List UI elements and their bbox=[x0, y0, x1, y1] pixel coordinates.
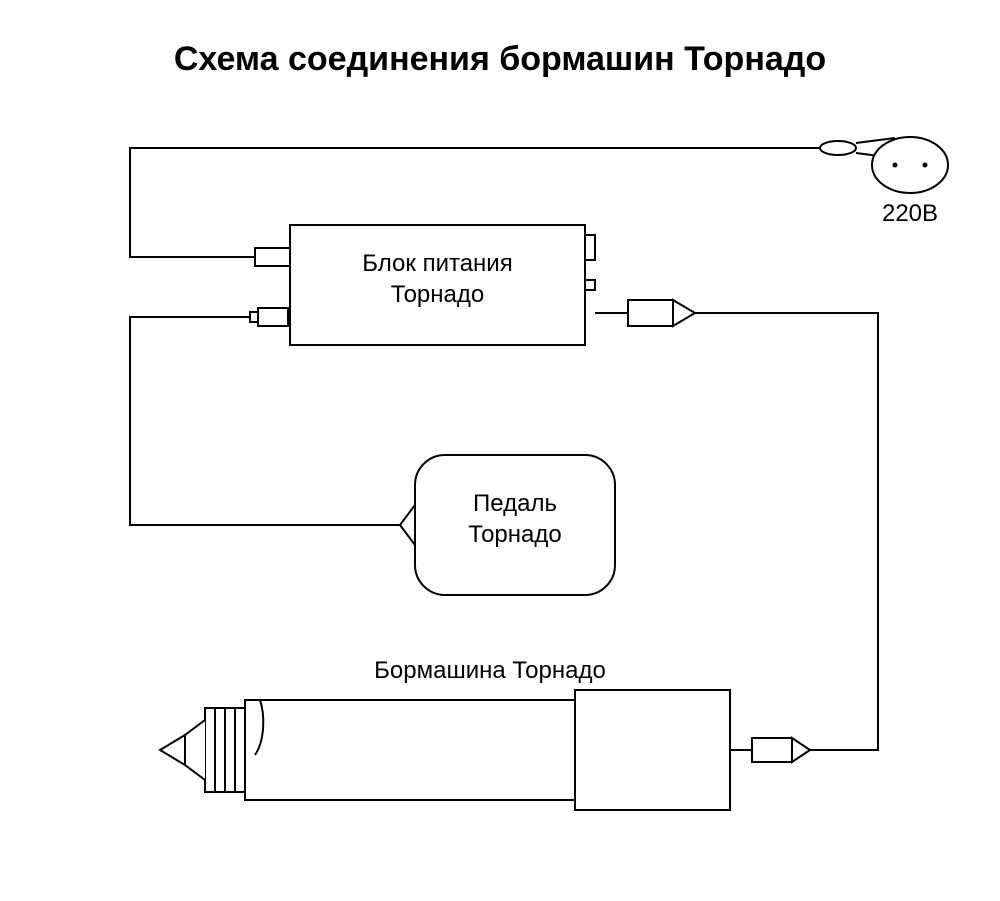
pedal-label: Педаль Торнадо bbox=[415, 488, 615, 550]
pedal-label-line2: Торнадо bbox=[468, 521, 561, 548]
power-supply-label: Блок питания Торнадо bbox=[290, 248, 585, 310]
pedal-label-line1: Педаль bbox=[473, 490, 557, 517]
drill-label: Бормашина Торнадо bbox=[300, 655, 680, 686]
drill-back bbox=[575, 690, 730, 810]
drill-body bbox=[245, 700, 575, 800]
power-supply-label-line1: Блок питания bbox=[362, 250, 512, 277]
power-supply-label-line2: Торнадо bbox=[391, 281, 484, 308]
plug-icon bbox=[872, 137, 948, 193]
plug-label: 220В bbox=[870, 198, 950, 229]
diagram-svg bbox=[0, 0, 1000, 901]
